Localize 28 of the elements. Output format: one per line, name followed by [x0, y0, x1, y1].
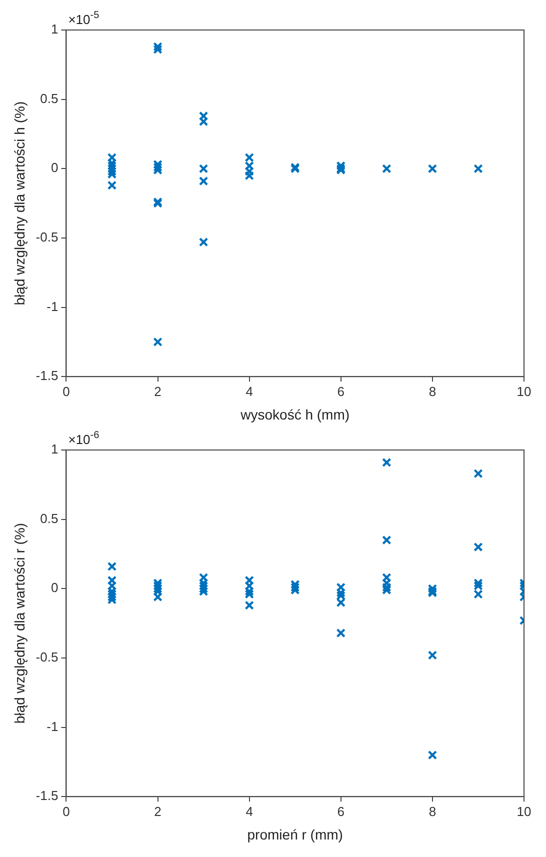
- y-tick-label: 0: [50, 160, 58, 176]
- y-tick-label: -0.5: [36, 650, 58, 665]
- y-axis-title: błąd względny dla wartości r (%): [11, 522, 28, 724]
- x-axis-title: wysokość h (mm): [240, 406, 350, 422]
- x-tick-label: 10: [516, 384, 532, 399]
- y-tick-label: 1: [50, 22, 58, 37]
- y-tick-label: -1.5: [36, 368, 58, 384]
- x-tick-label: 4: [246, 384, 253, 399]
- y-tick-label: 0.5: [40, 510, 58, 526]
- y-tick-label: 0.5: [40, 90, 58, 106]
- y-tick-label: -0.5: [36, 230, 58, 245]
- y-tick-label: 1: [50, 442, 58, 457]
- x-tick-label: 0: [62, 804, 70, 819]
- y-tick-label: -1: [46, 718, 58, 734]
- x-tick-label: 4: [246, 804, 253, 819]
- x-axis-title: promień r (mm): [247, 826, 343, 842]
- x-tick-label: 8: [428, 804, 436, 819]
- y-tick-label: 0: [50, 580, 58, 596]
- y-tick-label: -1.5: [36, 788, 58, 804]
- y-axis-title: błąd względny dla wartości h (%): [11, 101, 28, 306]
- x-tick-label: 2: [154, 804, 162, 819]
- x-tick-label: 2: [154, 384, 162, 399]
- x-tick-label: 6: [337, 384, 344, 399]
- x-tick-label: 8: [428, 384, 436, 399]
- x-tick-label: 10: [516, 804, 532, 819]
- x-tick-label: 6: [337, 804, 344, 819]
- y-tick-label: -1: [46, 298, 58, 314]
- x-tick-label: 0: [62, 384, 70, 399]
